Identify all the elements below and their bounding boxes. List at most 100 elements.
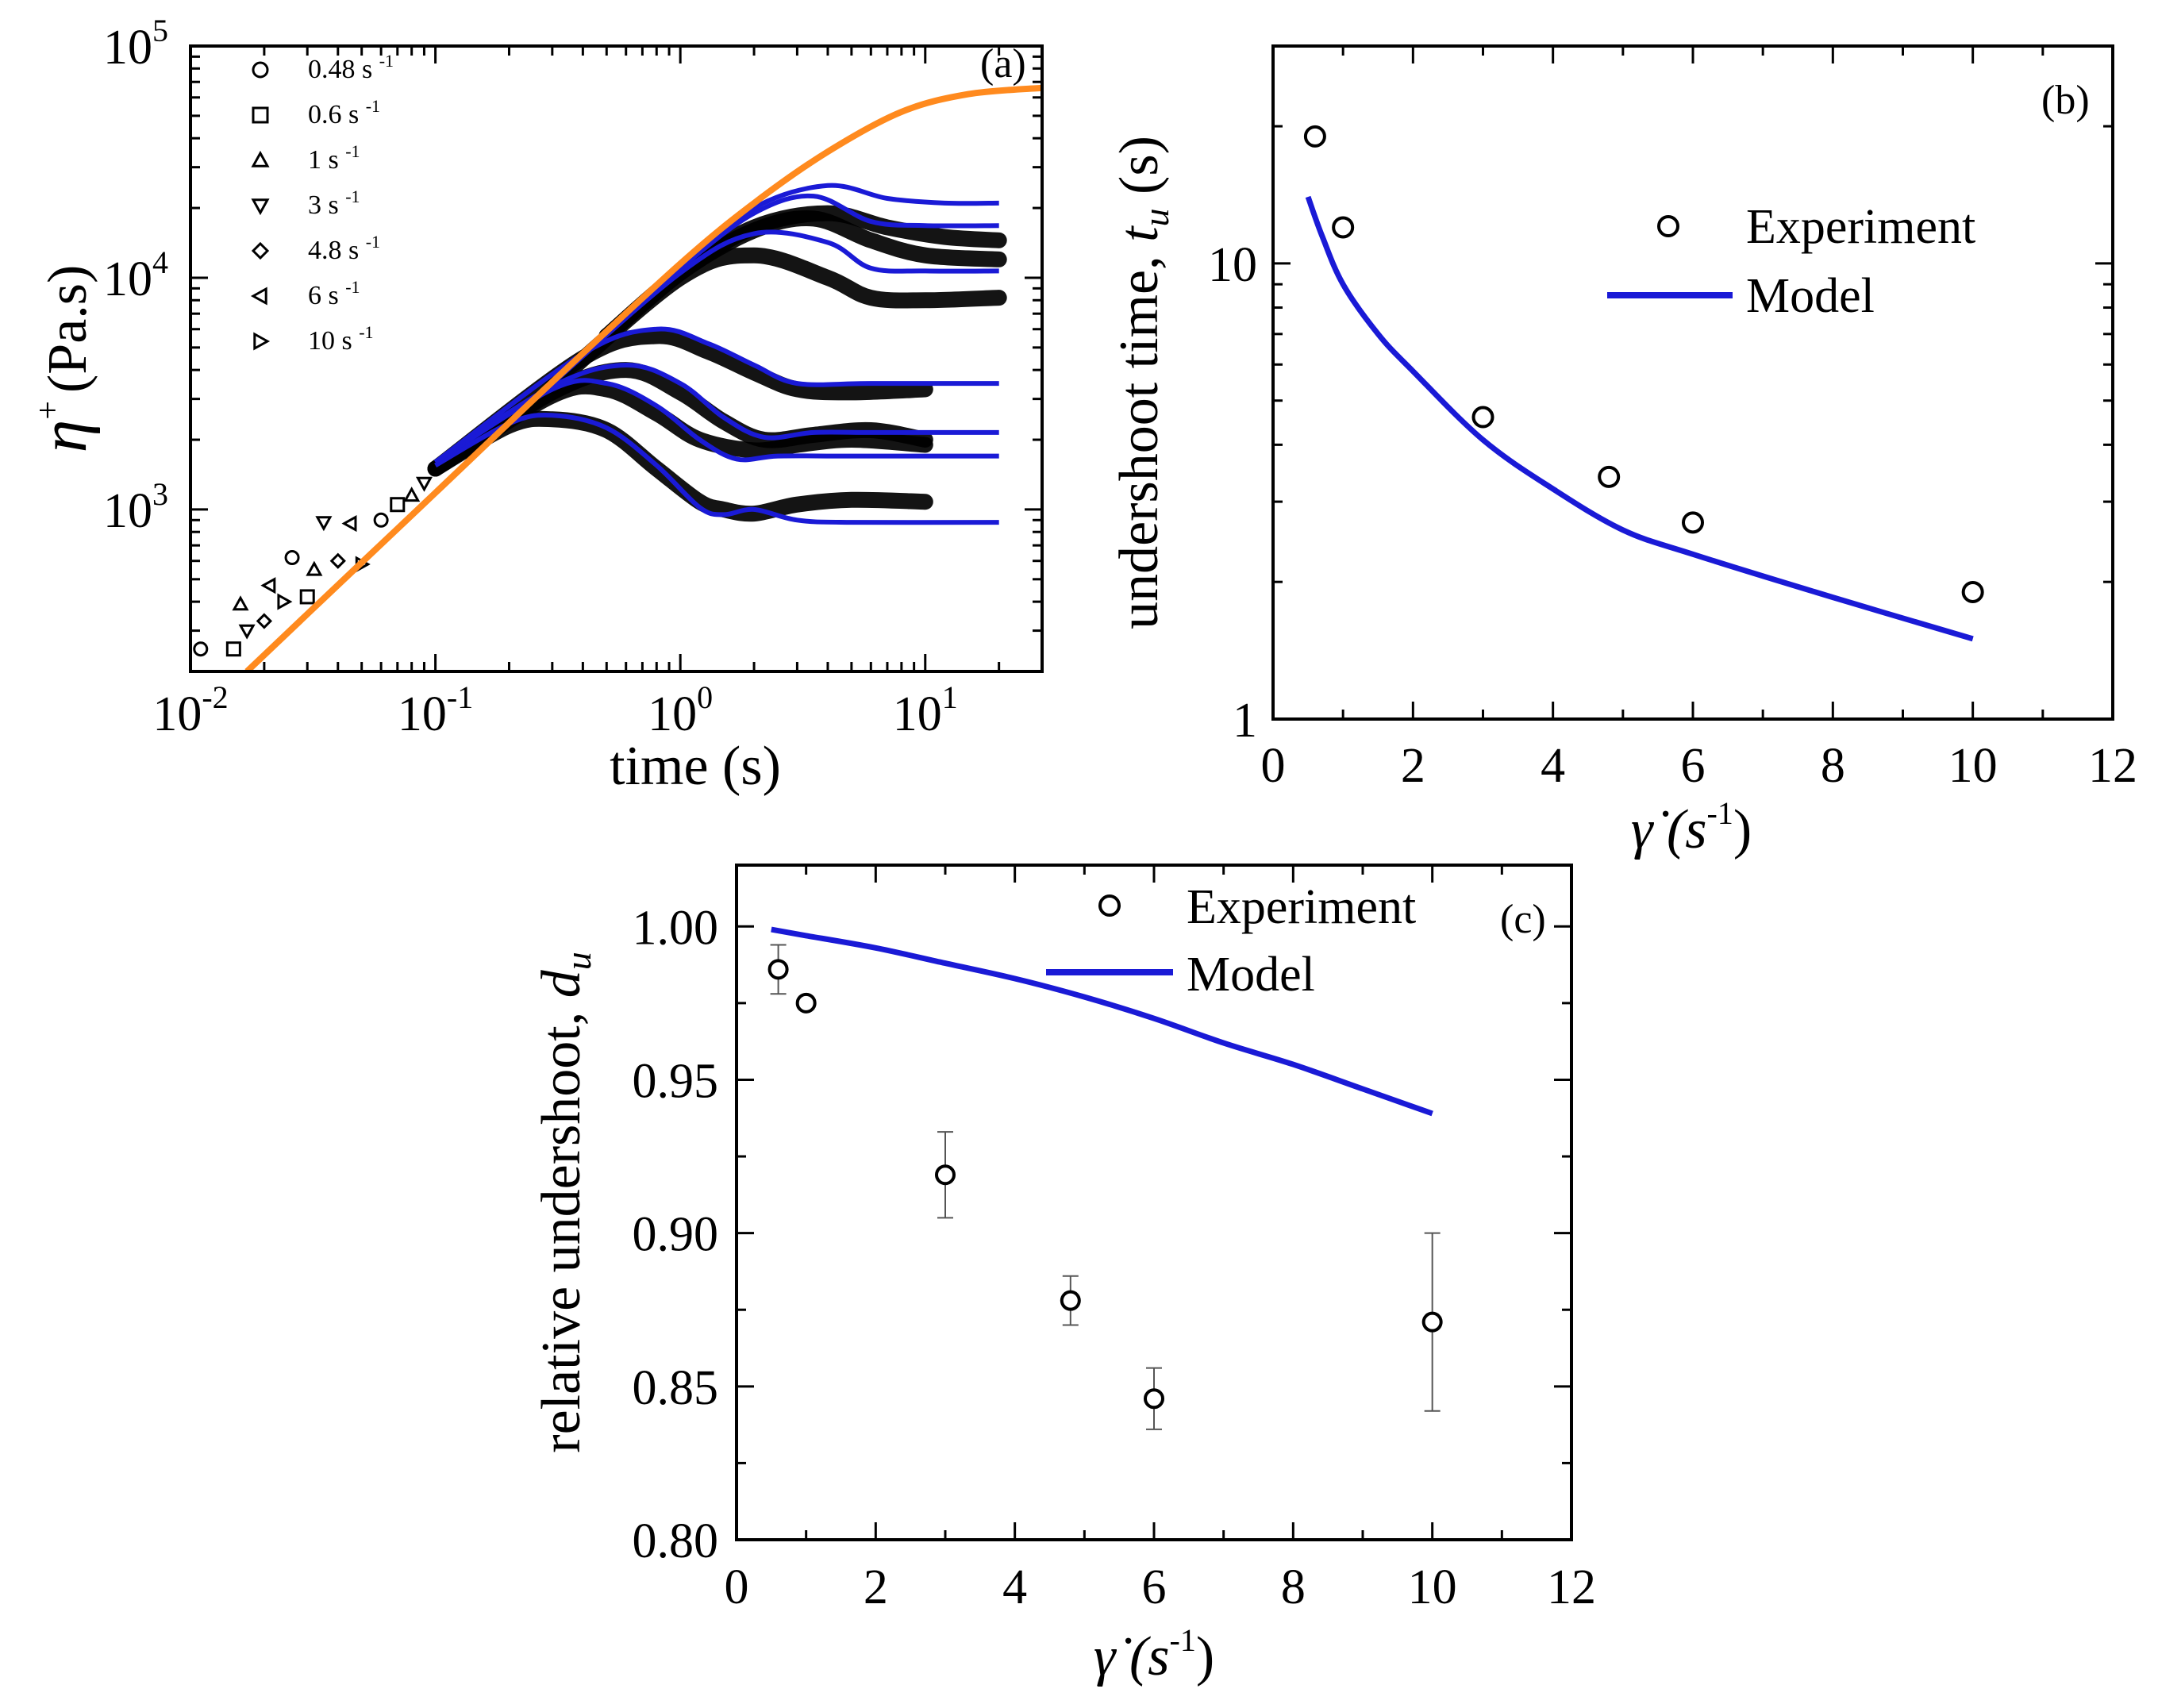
panel-c-ylabel: relative undershoot, du [531,952,598,1452]
panel-a-model-line [433,362,999,464]
panel-a-legend-label: 4.8 s -1 [308,232,380,265]
panel-c-ytick-label: 1.00 [633,901,719,955]
panel-a-tag: (a) [980,41,1026,87]
panel-a-experiment-curve [427,328,933,477]
panel-b-ylabel-sub: u [1136,208,1176,226]
panel-a-data-marker [329,552,346,569]
panel-c-xtick-label: 12 [1547,1560,1596,1614]
panel-a: 10-2 10-1 100 101 103 104 105 (a) 0.48 s -1 0.6… [27,13,1044,797]
panel-c-ytick-label: 0.85 [633,1361,719,1415]
panel-b-xtick-label: 0 [1261,739,1286,793]
panel-a-frame [189,44,1044,673]
panel-a-axes: 10-2 10-1 100 101 103 104 105 [103,13,1044,741]
panel-b-xlabel-main: γ̇ (s [1631,799,1707,860]
panel-b-xtick-label: 6 [1681,739,1706,793]
panel-a-data-marker [225,641,241,657]
panel-c-legend-marker [1098,894,1121,917]
panel-c-ytick-label: 0.80 [633,1514,719,1568]
panel-b-experiment-point [1961,580,1984,603]
panel-c-experiment-point [935,1164,956,1186]
panel-b-plot-area [1303,125,1984,642]
panel-a-xtick-label: 10-2 [152,679,228,741]
panel-a-data-marker [415,476,433,492]
panel-c-experiment-point [1060,1290,1081,1311]
panel-c-ytick-label: 0.90 [633,1208,719,1262]
panel-a-ylabel-sup: + [30,401,67,420]
panel-a-data-marker [373,512,389,528]
panel-b-xtick-label: 4 [1541,739,1565,793]
panel-a-legend-marker [251,198,270,216]
panel-c-plot-area [767,926,1443,1430]
panel-a-ylabel-eta: η [27,420,101,453]
panel-a-data-marker [260,577,276,594]
panel-a-legend-marker [252,61,269,79]
panel-b-legend-model: Model [1746,269,1875,323]
panel-a-model-line [434,412,999,525]
panel-a-ylabel: η+ (Pa.s) [27,265,101,453]
panel-a-legend-label: 0.48 s -1 [308,51,394,84]
panel-c-xlabel-sup: -1 [1170,1622,1196,1658]
panel-a-model-line [434,378,999,464]
panel-b: 0 2 4 6 8 10 12 1 10 (b) Experiment Model γ̇ (s-1… [1109,44,2137,860]
panel-c-xtick-label: 4 [1002,1560,1027,1614]
panel-a-ylabel-unit: (Pa.s) [37,265,98,393]
panel-a-xtick-label: 100 [648,679,713,741]
panel-c-experiment-point [795,992,817,1014]
panel-a-legend-marker [250,287,267,306]
panel-b-axes: 0 2 4 6 8 10 12 1 10 [1208,44,2137,793]
panel-a-data-marker [403,487,421,502]
panel-a-data-marker [390,497,406,513]
panel-a-data-marker [299,589,315,605]
panel-a-legend-label: 1 s -1 [308,141,360,175]
panel-c-xlabel-close: ) [1196,1626,1214,1687]
panel-c-xtick-label: 8 [1281,1560,1306,1614]
panel-a-data-marker [284,550,300,566]
panel-c-ytick-label: 0.95 [633,1054,719,1108]
panel-b-ytick-label: 1 [1233,694,1257,748]
panel-b-xtick-label: 8 [1821,739,1845,793]
panel-b-xlabel: γ̇ (s-1) [1631,795,1752,860]
panel-a-linear-envelope [244,84,1042,671]
panel-c-experiment-point [1144,1388,1164,1410]
panel-c-model-line [771,926,1433,1117]
panel-a-data-marker [315,516,333,532]
panel-b-xlabel-sup: -1 [1707,795,1733,831]
panel-a-xtick-label: 10-1 [398,679,473,741]
panel-a-data-marker [306,560,323,576]
panel-b-ylabel-close: (s) [1109,136,1170,208]
panel-a-data-marker [232,595,249,611]
panel-a-legend-marker [251,241,270,260]
panel-c-tag: (c) [1500,897,1546,942]
panel-c-xlabel: γ̇ (s-1) [1094,1622,1214,1687]
panel-b-tag: (b) [2041,78,2090,123]
panel-c-legend-experiment: Experiment [1187,880,1416,934]
panel-b-experiment-point [1598,465,1621,488]
panel-c-xlabel-main: γ̇ (s [1094,1626,1170,1687]
panel-c-ylabel-main: relative undershoot, [531,998,592,1452]
panel-a-ytick-label: 103 [103,476,168,538]
panel-c-xtick-label: 10 [1408,1560,1457,1614]
panel-c-axes: 0 2 4 6 8 10 12 0.80 0.85 0.90 0.95 1.00 [633,865,1596,1614]
panel-b-xtick-label: 2 [1401,739,1425,793]
panel-c-xtick-label: 2 [864,1560,888,1614]
panel-a-experiment-curve [427,410,933,522]
panel-b-xtick-label: 10 [1948,739,1998,793]
panel-a-legend: 0.48 s -1 0.6 s -1 1 s -1 3 s -1 4.8 s -1 6 s… [250,51,394,356]
panel-b-ylabel-var: t [1109,225,1170,242]
panel-c-ylabel-var: d [531,969,592,998]
panel-b-xtick-label: 12 [2088,739,2137,793]
panel-c-experiment-point [1421,1311,1443,1333]
panel-b-legend-marker [1657,215,1679,237]
panel-c-frame [735,864,1573,1541]
panel-b-experiment-point [1682,511,1704,534]
panel-b-experiment-point [1471,406,1494,429]
panel-a-ytick-label: 104 [103,244,168,306]
panel-b-legend: Experiment Model [1607,200,1975,323]
panel-a-data-marker [256,613,273,629]
panel-c-legend-model: Model [1187,948,1315,1002]
panel-a-data-marker [238,624,256,640]
panel-a-plot-area [193,84,1042,671]
panel-b-experiment-point [1332,216,1355,239]
panel-c-ylabel-sub: u [558,952,598,970]
panel-c-xtick-label: 0 [725,1560,749,1614]
